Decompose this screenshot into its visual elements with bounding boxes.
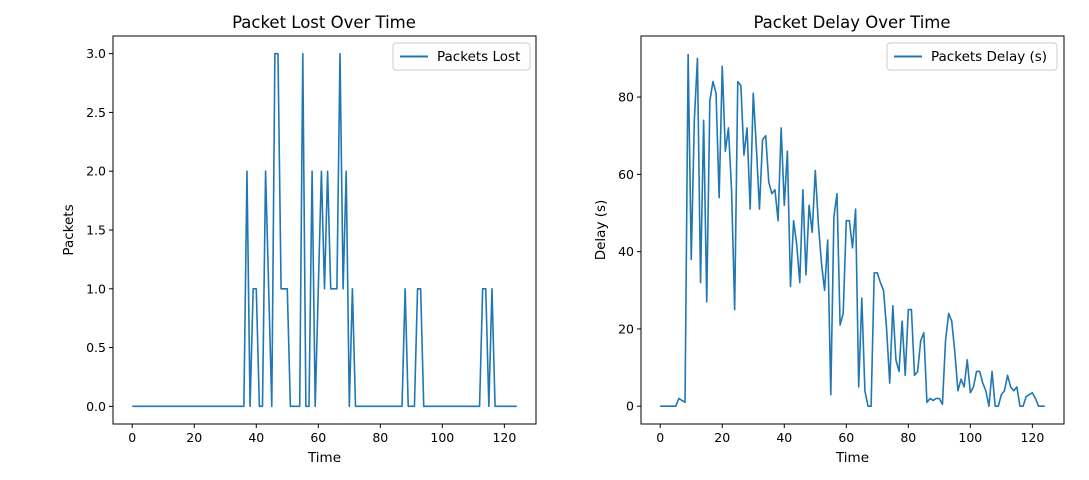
series-layer (660, 53, 1045, 408)
x-tick-label: 60 (838, 430, 854, 445)
ticks-layer: 0 20 40 60 80 100 120 0 20 40 60 80 (618, 90, 1044, 445)
x-tick-label: 60 (310, 430, 326, 445)
x-tick-label: 0 (128, 430, 136, 445)
legend-box (886, 42, 1058, 71)
y-tick-label: 0.5 (86, 340, 106, 355)
legend-label: Packets Delay (s) (931, 49, 1047, 65)
y-tick-label: 80 (618, 90, 634, 105)
series-line-0 (132, 52, 517, 408)
x-tick-label: 40 (776, 430, 792, 445)
y-tick-label: 0.0 (86, 399, 106, 414)
legend-label: Packets Lost (437, 49, 520, 65)
x-tick-label: 100 (430, 430, 454, 445)
y-tick-label: 1.0 (86, 281, 106, 296)
chart-title: Packet Delay Over Time (753, 13, 950, 32)
legend: Packets Lost (392, 42, 531, 71)
x-tick-label: 120 (492, 430, 516, 445)
series-layer (132, 52, 517, 408)
x-tick-label: 120 (1020, 430, 1044, 445)
y-axis-label: Delay (s) (593, 200, 609, 261)
x-axis-label: Time (835, 450, 869, 466)
packet-delay-chart: Packet Delay Over Time 0 20 40 60 80 100 120 0 2… (593, 13, 1065, 466)
x-tick-label: 20 (714, 430, 730, 445)
y-tick-label: 20 (618, 321, 634, 336)
x-tick-label: 40 (248, 430, 264, 445)
packet-lost-chart: Packet Lost Over Time 0 20 40 60 80 100 120 0.0… (61, 13, 537, 466)
x-axis-label: Time (307, 450, 341, 466)
plot-frame (112, 35, 537, 425)
plot-frame (640, 35, 1065, 425)
y-tick-label: 3.0 (86, 46, 106, 61)
x-tick-label: 20 (186, 430, 202, 445)
ticks-layer: 0 20 40 60 80 100 120 0.0 0.5 1.0 1.5 2.0 2.5 3.0 (86, 46, 516, 445)
x-tick-label: 80 (900, 430, 916, 445)
series-line-0 (660, 53, 1045, 408)
legend-box (392, 42, 531, 71)
y-tick-label: 40 (618, 244, 634, 259)
y-tick-label: 2.5 (86, 105, 106, 120)
y-tick-label: 1.5 (86, 223, 106, 238)
y-tick-label: 0 (626, 399, 634, 414)
y-tick-label: 60 (618, 167, 634, 182)
x-tick-label: 100 (958, 430, 982, 445)
chart-title: Packet Lost Over Time (232, 13, 416, 32)
y-axis-label: Packets (61, 204, 77, 255)
legend: Packets Delay (s) (886, 42, 1058, 71)
x-tick-label: 80 (372, 430, 388, 445)
y-tick-label: 2.0 (86, 164, 106, 179)
x-tick-label: 0 (656, 430, 664, 445)
